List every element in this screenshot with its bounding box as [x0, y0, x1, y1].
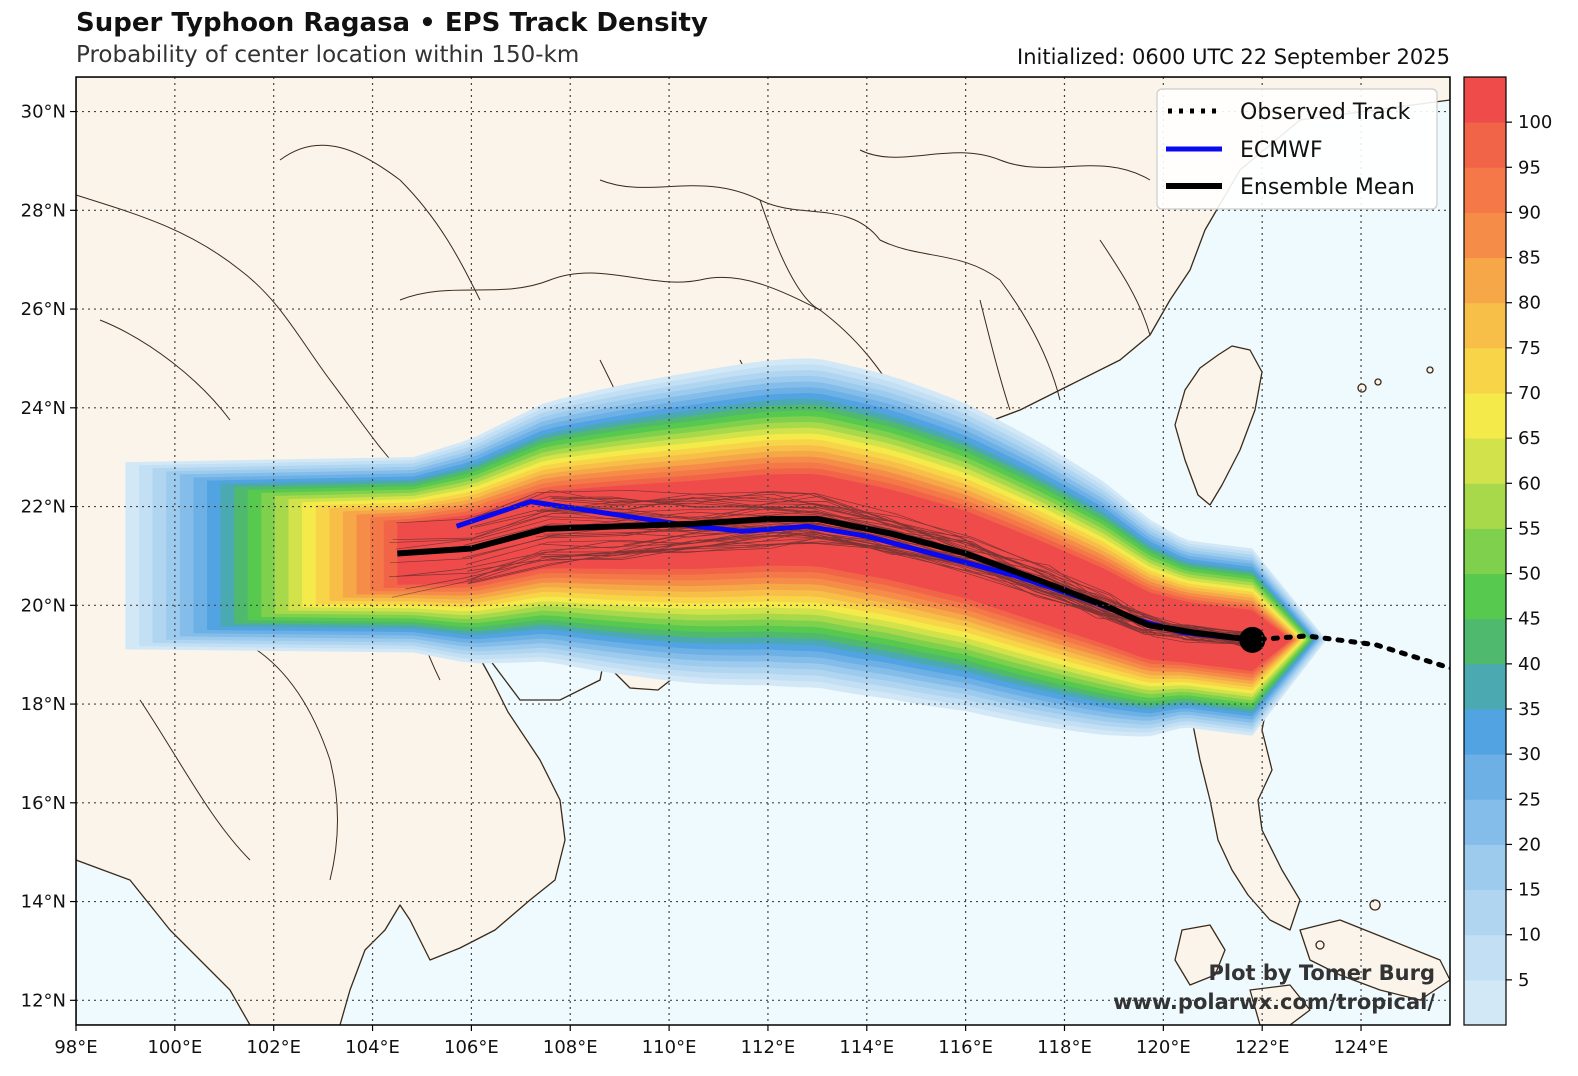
member-track — [535, 497, 1246, 638]
colorbar-segment — [1464, 167, 1506, 213]
colorbar-segment — [1464, 934, 1506, 981]
small-island — [1357, 383, 1367, 393]
colorbar-segment — [1464, 483, 1506, 529]
colorbar-tick-label: 55 — [1518, 518, 1541, 539]
ensemble-mean-track-line — [397, 515, 1253, 643]
colorbar-segment — [1464, 618, 1506, 665]
colorbar-tick-label: 90 — [1518, 202, 1541, 223]
colorbar-segment — [1464, 302, 1506, 349]
colorbar-tick-label: 10 — [1518, 925, 1541, 946]
colorbar-tick-label: 40 — [1518, 654, 1541, 675]
lon-tick-label: 124°E — [1334, 1037, 1389, 1058]
member-track — [536, 503, 1248, 644]
gridlines — [76, 77, 1450, 1025]
chart-title: Super Typhoon Ragasa • EPS Track Density — [76, 8, 708, 38]
colorbar-tick-label: 50 — [1518, 564, 1541, 585]
lat-tick-label: 22°N — [21, 497, 66, 518]
lon-tick-label: 118°E — [1037, 1037, 1092, 1058]
lon-tick-label: 114°E — [839, 1037, 894, 1058]
colorbar-tick-label: 35 — [1518, 699, 1541, 720]
colorbar-tick-label: 45 — [1518, 609, 1541, 630]
lat-tick-label: 26°N — [21, 299, 66, 320]
small-island — [1374, 378, 1382, 386]
panay-island — [1249, 984, 1311, 1025]
colorbar-segment — [1464, 889, 1506, 936]
colorbar-tick-label: 80 — [1518, 293, 1541, 314]
lon-tick-label: 104°E — [345, 1037, 400, 1058]
colorbar-segment — [1464, 979, 1506, 1026]
lat-tick-label: 30°N — [21, 102, 66, 123]
taiwan-island — [1174, 345, 1263, 506]
lon-tick-label: 112°E — [741, 1037, 796, 1058]
colorbar-segment — [1464, 438, 1506, 484]
colorbar-tick-label: 60 — [1518, 473, 1541, 494]
colorbar-segment — [1464, 528, 1506, 575]
lon-tick-label: 102°E — [246, 1037, 301, 1058]
colorbar-segment — [1464, 393, 1506, 439]
colorbar-segment — [1464, 663, 1506, 710]
mindoro-island — [1174, 924, 1226, 986]
lon-tick-label: 108°E — [543, 1037, 598, 1058]
lon-tick-label: 122°E — [1235, 1037, 1290, 1058]
lat-tick-label: 16°N — [21, 793, 66, 814]
member-track — [614, 537, 1262, 645]
legend-mean-label: Ensemble Mean — [1240, 175, 1415, 200]
observed-track-line — [1249, 633, 1450, 671]
colorbar-tick-label: 30 — [1518, 744, 1541, 765]
member-track — [474, 489, 1262, 643]
colorbar-tick-label: 65 — [1518, 428, 1541, 449]
small-island — [1369, 899, 1381, 911]
credit-author: Plot by Tomer Burg — [1209, 961, 1436, 985]
colorbar-segment — [1464, 347, 1506, 394]
current-position-marker — [1239, 626, 1266, 653]
lon-tick-label: 98°E — [54, 1037, 97, 1058]
lat-tick-label: 24°N — [21, 398, 66, 419]
colorbar-segment — [1464, 77, 1506, 123]
small-island — [1426, 366, 1434, 374]
lat-tick-label: 14°N — [21, 892, 66, 913]
legend: Observed Track ECMWF Ensemble Mean — [1156, 88, 1438, 210]
small-island — [1315, 940, 1325, 950]
map-frame — [75, 76, 1451, 1026]
lon-tick-label: 106°E — [444, 1037, 499, 1058]
colorbar-segment — [1464, 754, 1506, 800]
member-track — [476, 489, 1262, 640]
colorbar-segment — [1464, 257, 1506, 304]
lat-tick-label: 20°N — [21, 595, 66, 616]
colorbar-tick-label: 85 — [1518, 248, 1541, 269]
lon-tick-label: 120°E — [1136, 1037, 1191, 1058]
lon-tick-label: 116°E — [938, 1037, 993, 1058]
colorbar-segment — [1464, 122, 1506, 168]
colorbar-tick-label: 100 — [1518, 112, 1552, 133]
lon-tick-label: 110°E — [642, 1037, 697, 1058]
colorbar-tick-label: 15 — [1518, 880, 1541, 901]
legend-observed-label: Observed Track — [1240, 100, 1411, 125]
colorbar-tick-label: 5 — [1518, 970, 1529, 991]
colorbar-segment — [1464, 709, 1506, 755]
colorbar-tick-label: 25 — [1518, 789, 1541, 810]
visayas-islands — [1299, 919, 1450, 1001]
colorbar-segment — [1464, 573, 1506, 620]
chart-subtitle: Probability of center location within 15… — [76, 42, 580, 68]
colorbar-tick-label: 95 — [1518, 157, 1541, 178]
lat-tick-label: 28°N — [21, 200, 66, 221]
init-time: Initialized: 0600 UTC 22 September 2025 — [1017, 45, 1450, 69]
lon-tick-label: 100°E — [147, 1037, 202, 1058]
colorbar-tick-label: 75 — [1518, 338, 1541, 359]
colorbar-tick-label: 20 — [1518, 834, 1541, 855]
colorbar: 100 95 90 85 80 75 70 65 60 55 50 45 40 35 30 25 20 15 10 5 — [1463, 76, 1552, 1026]
lat-tick-label: 12°N — [21, 990, 66, 1011]
colorbar-segment — [1464, 799, 1506, 845]
colorbar-segment — [1464, 844, 1506, 891]
member-track — [540, 529, 1259, 639]
colorbar-tick-label: 70 — [1518, 383, 1541, 404]
axis-labels: 98°E 100°E 102°E 104°E 106°E 108°E 110°E 112°E 1… — [21, 102, 1389, 1058]
credit-url: www.polarwx.com/tropical/ — [1113, 990, 1435, 1014]
colorbar-segment — [1464, 212, 1506, 259]
legend-ecmwf-label: ECMWF — [1240, 138, 1323, 163]
lat-tick-label: 18°N — [21, 694, 66, 715]
